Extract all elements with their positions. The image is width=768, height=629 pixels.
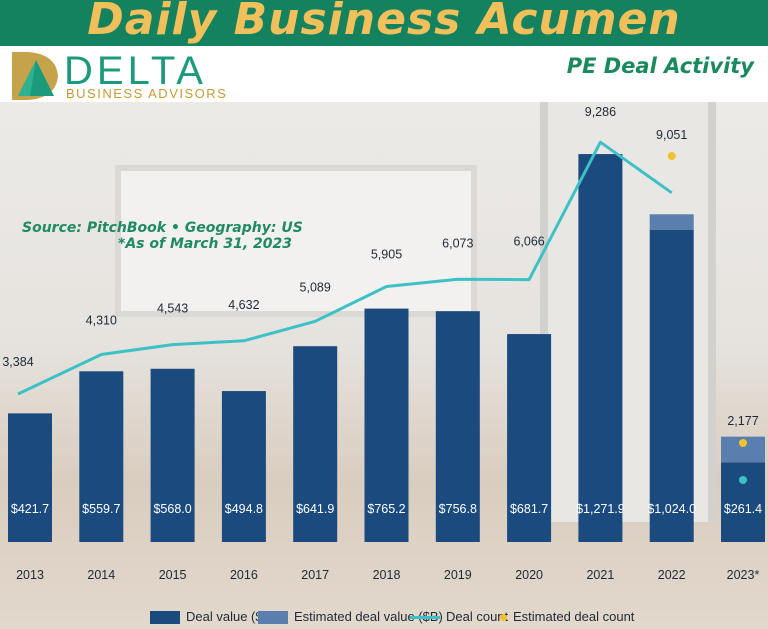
bar-value-label: $1,271.9 [576,502,625,516]
legend-label: Estimated deal value ($B) [294,609,443,624]
legend-swatch-estimated-value [258,611,288,625]
deal-count-label: 4,632 [228,298,259,312]
deal-count-label: 5,905 [371,247,402,261]
deal-value-bar [150,368,195,542]
office-wall-panel [115,165,477,317]
delta-logo-icon [12,52,58,100]
x-tick-label: 2017 [301,568,329,582]
legend-deal-count: Deal count [410,609,508,624]
deal-value-bar [221,391,266,542]
estimated-value-bar [649,214,694,230]
bar-value-label: $681.7 [510,502,548,516]
deal-value-bar [293,346,338,542]
x-tick-label: 2022 [658,568,686,582]
legend-label: Deal count [446,609,509,624]
deal-value-bar [578,154,623,542]
legend-label: Estimated deal count [513,609,635,624]
deal-count-label: 6,066 [513,235,544,249]
bar-value-label: $421.7 [11,502,49,516]
deal-count-point-2023 [739,476,747,484]
deal-count-label: 3,384 [2,355,33,369]
bar-value-label: $765.2 [367,502,405,516]
x-tick-label: 2023* [727,568,760,582]
deal-count-label: 5,089 [300,280,331,294]
legend-label: Deal value ($B) [186,609,276,624]
deal-value-bar [721,462,765,542]
deal-value-bar [649,229,694,542]
x-tick-label: 2020 [515,568,543,582]
estimated-count-point [667,152,676,160]
x-tick-label: 2019 [444,568,472,582]
legend-swatch-deal-value [150,611,180,625]
deal-count-label: 6,073 [442,236,473,250]
bar-value-label: $261.4 [724,502,762,516]
bar-value-label: $641.9 [296,502,334,516]
header-band: Daily Business Acumen [0,0,768,46]
deal-value-bar [8,413,52,542]
x-tick-label: 2013 [16,568,44,582]
deal-value-bar [435,311,480,542]
x-tick-label: 2014 [87,568,115,582]
logo-name: DELTA [64,49,207,93]
estimated-count-point [739,439,747,447]
x-tick-label: 2018 [373,568,401,582]
bar-value-label: $1,024.0 [647,502,696,516]
header-title: Daily Business Acumen [87,0,681,45]
source-note: Source: PitchBook • Geography: US [22,220,303,236]
deal-value-bar [507,334,552,542]
chart-subtitle: PE Deal Activity [566,54,754,78]
deal-value-bar [364,308,409,542]
deal-count-line [17,140,673,396]
bar-value-label: $494.8 [225,502,263,516]
logo-bar: DELTA BUSINESS ADVISORS PE Deal Activity [0,46,768,102]
deal-count-label: 4,543 [157,302,188,316]
bar-value-label: $756.8 [439,502,477,516]
as-of-note: *As of March 31, 2023 [118,236,293,252]
estimated-count-label: 2,177 [727,414,758,428]
deal-count-label: 4,310 [86,313,117,327]
bar-value-label: $559.7 [82,502,120,516]
estimated-count-label: 9,051 [656,128,687,142]
x-tick-label: 2015 [159,568,187,582]
logo-tagline: BUSINESS ADVISORS [66,86,228,101]
deal-count-label: 9,286 [585,105,616,119]
x-tick-label: 2016 [230,568,258,582]
legend-swatch-estimated-count [500,614,507,622]
legend-estimated-value: Estimated deal value ($B) [258,609,443,625]
legend-estimated-count: Estimated deal count [500,609,634,624]
chart-legend: Deal value ($B) Estimated deal value ($B… [0,605,768,629]
x-tick-label: 2021 [586,568,614,582]
deal-value-bar [79,371,124,542]
legend-swatch-deal-count [410,616,440,620]
legend-deal-value: Deal value ($B) [150,609,276,625]
bar-value-label: $568.0 [153,502,191,516]
